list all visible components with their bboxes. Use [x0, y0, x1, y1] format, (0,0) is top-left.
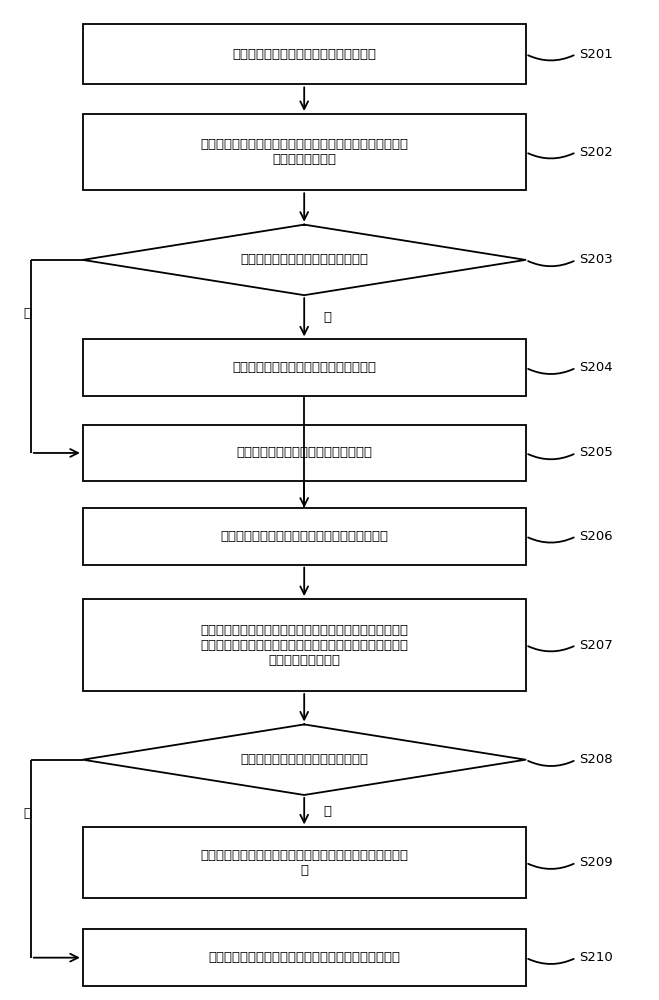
Text: S204: S204	[579, 361, 613, 374]
Bar	[83, 114, 526, 190]
Bar	[83, 24, 526, 84]
Text: 爬取所述预设区域内救援设施存放地的位置信息: 爬取所述预设区域内救援设施存放地的位置信息	[220, 530, 388, 543]
Text: 根据所述位置信息和第一预设算法依次计算任意两个危险品
存放地之间的距离: 根据所述位置信息和第一预设算法依次计算任意两个危险品 存放地之间的距离	[200, 138, 408, 166]
Polygon shape	[83, 225, 526, 295]
Bar	[83, 599, 526, 691]
Text: S210: S210	[579, 951, 613, 964]
Bar	[83, 827, 526, 898]
Text: 在地图上显示所述救援设施存放地与危险品存放地之间的连
线: 在地图上显示所述救援设施存放地与危险品存放地之间的连 线	[200, 849, 408, 877]
Text: 否: 否	[24, 307, 32, 320]
Bar	[83, 929, 526, 986]
Text: 不显示所述救援设施存放地与危险品存放地之间的连线: 不显示所述救援设施存放地与危险品存放地之间的连线	[208, 951, 400, 964]
Bar	[83, 339, 526, 396]
Text: S201: S201	[579, 48, 613, 61]
Text: 判断所述距离是否在第一预设范围内: 判断所述距离是否在第一预设范围内	[240, 253, 368, 266]
Text: S202: S202	[579, 146, 613, 159]
Text: 爬取预设区域内危险品存放地的位置信息: 爬取预设区域内危险品存放地的位置信息	[232, 48, 376, 61]
Text: 是: 是	[323, 805, 331, 818]
Polygon shape	[83, 724, 526, 795]
Text: S206: S206	[579, 530, 613, 543]
Text: S207: S207	[579, 639, 613, 652]
Text: S205: S205	[579, 446, 613, 459]
Text: S203: S203	[579, 253, 613, 266]
Text: 根据所述救援设施存放地的位置信息和危险品存放地的位置
信息以及第二预设算法依次计算任一救援设施存放地与任一
危险品存放地的距离: 根据所述救援设施存放地的位置信息和危险品存放地的位置 信息以及第二预设算法依次计…	[200, 624, 408, 667]
Bar	[83, 425, 526, 481]
Bar	[83, 508, 526, 565]
Text: S209: S209	[579, 856, 613, 869]
Text: S208: S208	[579, 753, 613, 766]
Text: 在地图上显示所述两危险品存放地的连线: 在地图上显示所述两危险品存放地的连线	[232, 361, 376, 374]
Text: 判断所述距离是否在第二预设范围内: 判断所述距离是否在第二预设范围内	[240, 753, 368, 766]
Text: 是: 是	[323, 311, 331, 324]
Text: 不显示所述两危险品存放地之间的连线: 不显示所述两危险品存放地之间的连线	[236, 446, 372, 459]
Text: 否: 否	[24, 807, 32, 820]
